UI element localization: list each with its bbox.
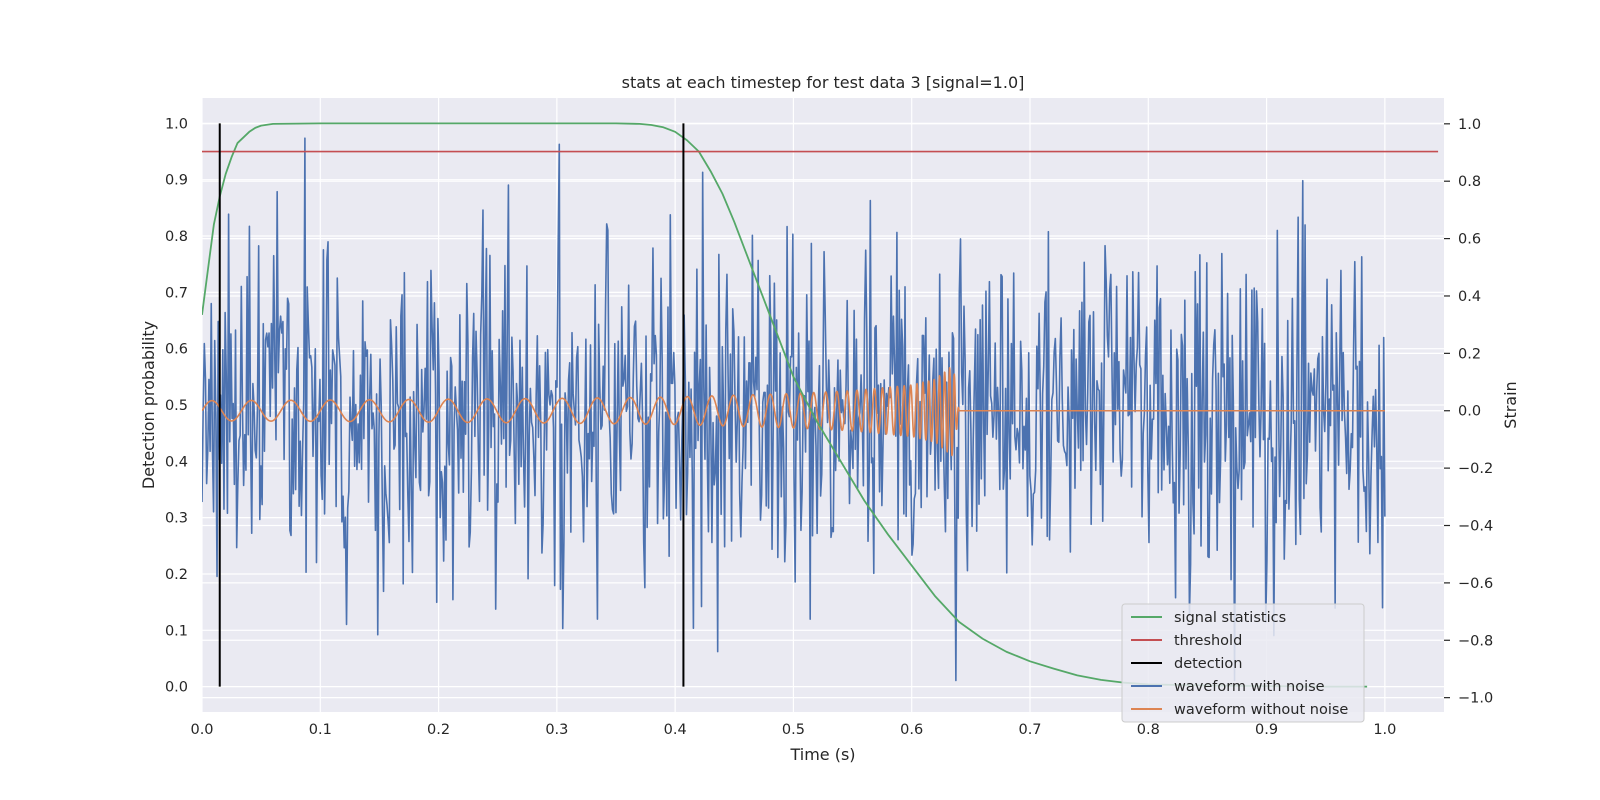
y-tick-label: 1.0 [165,116,188,132]
waveform-with-noise-line [202,137,1386,682]
y-tick-label: 0.5 [165,398,188,414]
y-axis-label: Detection probability [139,321,158,489]
legend-label-waveform-without-noise: waveform without noise [1174,702,1348,718]
x-tick-label: 0.0 [190,722,213,738]
x-tick-label: 0.5 [782,722,805,738]
legend-label-detection: detection [1174,656,1242,672]
y-right-tick-label: 0.8 [1458,174,1481,190]
x-tick-label: 0.8 [1137,722,1160,738]
y-right-tick-label: 0.2 [1458,346,1481,362]
chart-title: stats at each timestep for test data 3 [… [622,73,1025,92]
y-tick-label: 0.2 [165,567,188,583]
legend-label-threshold: threshold [1174,633,1242,649]
x-tick-label: 0.4 [664,722,687,738]
legend: signal statistics threshold detection wa… [1121,603,1365,723]
y-tick-label: 0.3 [165,511,188,527]
y-right-tick-label: −1.0 [1458,691,1493,707]
x-tick-label: 0.7 [1018,722,1041,738]
x-axis-label: Time (s) [789,745,855,764]
y-tick-label: 0.6 [165,342,188,358]
waveform-without-noise-line [202,366,1386,457]
series-layer [202,122,1439,688]
y-right-tick-label: −0.2 [1458,461,1493,477]
y-right-tick-label: 1.0 [1458,117,1481,133]
y-right-tick-label: −0.8 [1458,633,1493,649]
y-tick-label: 0.9 [165,173,188,189]
legend-label-signal-statistics: signal statistics [1174,610,1286,626]
y-right-tick-label: 0.0 [1458,404,1481,420]
x-tick-label: 0.3 [545,722,568,738]
y-tick-label: 0.8 [165,229,188,245]
x-tick-label: 0.9 [1255,722,1278,738]
y-right-tick-label: 0.4 [1458,289,1481,305]
y-right-tick-label: 0.6 [1458,232,1481,248]
x-tick-label: 0.6 [900,722,923,738]
y-tick-label: 0.0 [165,680,188,696]
x-tick-label: 0.2 [427,722,450,738]
signal-statistics-line [202,122,1368,688]
y-axis-label-right: Strain [1501,381,1520,428]
legend-box [1121,603,1365,723]
y-right-tick-label: −0.4 [1458,519,1493,535]
legend-label-waveform-with-noise: waveform with noise [1174,679,1325,695]
y-tick-label: 0.1 [165,623,188,639]
y-tick-label: 0.7 [165,285,188,301]
tick-labels: 0.0 0.1 0.2 0.3 0.4 0.5 0.6 0.7 0.8 0.9 1.0 0.0 0.1 0… [165,116,1493,738]
y-right-tick-label: −0.6 [1458,576,1493,592]
x-tick-label: 1.0 [1373,722,1396,738]
x-tick-label: 0.1 [309,722,332,738]
y-tick-label: 0.4 [165,454,188,470]
